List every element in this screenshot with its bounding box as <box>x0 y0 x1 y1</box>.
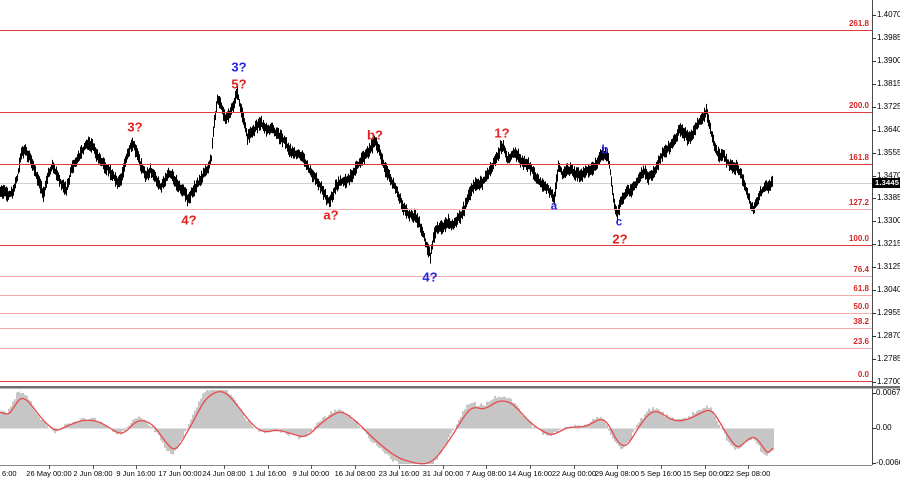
wave-label-8-a[interactable]: a <box>550 200 558 213</box>
wave-label-6-1q[interactable]: 1? <box>494 125 510 141</box>
wave-label-10-c[interactable]: c <box>615 216 623 229</box>
wave-label-5-bq[interactable]: b? <box>367 127 383 143</box>
price-axis[interactable] <box>872 0 900 465</box>
wave-label-7-4q[interactable]: 4? <box>422 269 438 285</box>
wave-label-3-4q[interactable]: 4? <box>181 212 197 228</box>
wave-label-0-3q[interactable]: 3? <box>127 119 143 135</box>
wave-label-11-2q[interactable]: 2? <box>612 231 628 247</box>
wave-label-1-3q[interactable]: 3? <box>231 59 247 75</box>
wave-label-9-b[interactable]: b <box>601 144 609 157</box>
wave-label-4-aq[interactable]: a? <box>323 207 339 223</box>
time-axis[interactable] <box>0 465 872 485</box>
wave-label-2-5q[interactable]: 5? <box>231 76 247 92</box>
